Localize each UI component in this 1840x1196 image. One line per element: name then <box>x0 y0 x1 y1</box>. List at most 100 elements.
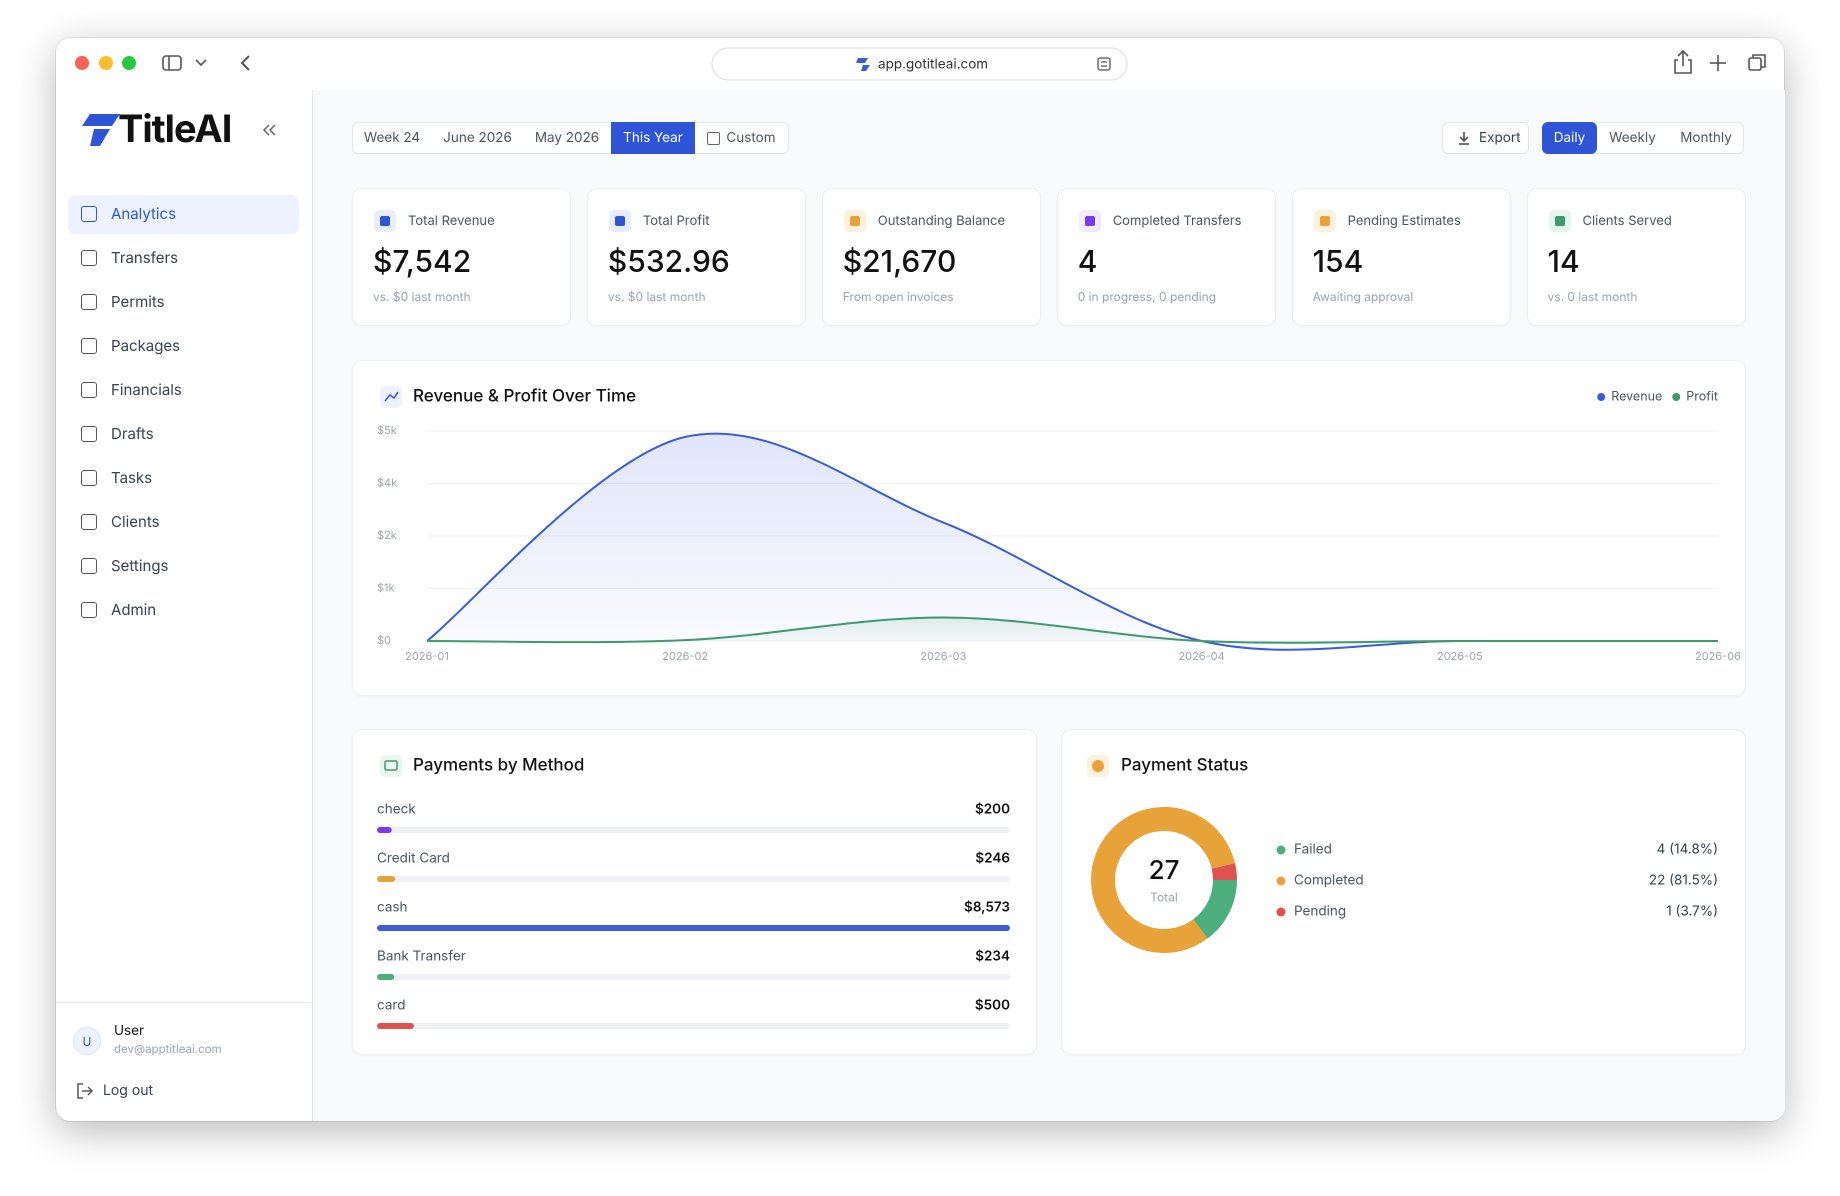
nav-item[interactable]: Permits <box>111 292 165 311</box>
bar-label: Credit Card <box>377 851 450 867</box>
period-option[interactable]: Custom <box>726 130 776 146</box>
stat-icon-glyph <box>380 216 390 226</box>
legend-label: Failed <box>1294 842 1332 858</box>
stat-label: Total Profit <box>642 213 710 229</box>
bar <box>377 925 1010 931</box>
granularity-option[interactable]: Weekly <box>1609 130 1656 146</box>
legend-label: Profit <box>1686 389 1718 404</box>
y-tick-label: $1k <box>377 581 395 595</box>
stat-note: From open invoices <box>842 289 954 304</box>
logout-link[interactable]: Log out <box>103 1082 154 1099</box>
site-icon <box>856 58 870 71</box>
period-option[interactable]: May 2026 <box>534 130 600 146</box>
stat-icon-glyph <box>849 216 860 226</box>
legend-dot <box>1276 876 1286 886</box>
bar-track <box>377 974 1010 980</box>
x-tick-label: 2026-06 <box>1695 649 1741 663</box>
back-button[interactable] <box>240 55 250 71</box>
chart-title: Payment Status <box>1121 756 1248 776</box>
period-option[interactable]: This Year <box>611 122 695 154</box>
zoom-button[interactable] <box>122 56 136 70</box>
nav-item[interactable]: Tasks <box>111 468 153 487</box>
nav-item[interactable]: Analytics <box>111 204 177 223</box>
bar-label: check <box>377 802 416 818</box>
nav-item[interactable]: Financials <box>111 380 182 399</box>
divider <box>56 1002 311 1003</box>
user-name: User <box>114 1023 145 1039</box>
tabs-button[interactable] <box>1748 54 1766 71</box>
stat-label: Clients Served <box>1582 213 1672 229</box>
nav-icon <box>81 602 97 618</box>
nav-icon <box>81 470 97 486</box>
donut-segment <box>1091 807 1236 953</box>
collapse-button[interactable] <box>262 122 278 138</box>
chart-title: Payments by Method <box>413 756 584 776</box>
donut-center-label: Total <box>1150 889 1178 904</box>
nav-icon <box>81 294 97 310</box>
period-option[interactable]: June 2026 <box>443 130 512 146</box>
close-button[interactable] <box>75 56 89 70</box>
stat-icon-glyph <box>614 216 625 226</box>
nav-item[interactable]: Admin <box>111 600 157 619</box>
stat-value: $7,542 <box>373 244 472 280</box>
nav-active-bg <box>68 195 299 234</box>
stat-label: Completed Transfers <box>1112 213 1242 229</box>
value-label: $234 <box>975 949 1010 965</box>
url-bar[interactable] <box>711 47 1128 81</box>
legend-value: 22 (81.5%) <box>1649 873 1718 889</box>
status-card <box>1061 729 1746 1055</box>
chart-icon <box>384 760 398 771</box>
nav-icon <box>81 514 97 530</box>
area <box>427 617 1718 643</box>
stat-value: $532.96 <box>607 244 730 280</box>
x-tick-label: 2026-01 <box>405 649 449 663</box>
brand-name: TitleAI <box>118 106 232 152</box>
stat-label: Total Revenue <box>408 213 495 229</box>
stat-note: vs. 0 last month <box>1547 289 1638 304</box>
legend-value: 1 (3.7%) <box>1666 904 1718 920</box>
y-tick-label: $4k <box>377 476 397 490</box>
legend-label: Revenue <box>1611 389 1662 404</box>
bar-label: cash <box>377 900 408 916</box>
chart-icon <box>384 391 399 402</box>
granularity-option[interactable]: Daily <box>1542 122 1597 154</box>
y-tick-label: $2k <box>377 528 397 542</box>
bar-track <box>377 827 1010 833</box>
export-icon <box>1459 132 1469 145</box>
legend-dot <box>1276 907 1286 917</box>
y-tick-label: $5k <box>377 423 397 437</box>
reader-icon[interactable] <box>1097 57 1111 71</box>
nav-item[interactable]: Clients <box>111 512 160 531</box>
nav-item[interactable]: Drafts <box>111 424 154 443</box>
nav-icon <box>81 426 97 442</box>
bar-label: Bank Transfer <box>377 949 466 965</box>
bar <box>377 1023 414 1029</box>
sidebar-toggle[interactable] <box>162 55 207 71</box>
share-button[interactable] <box>1674 49 1692 74</box>
granularity-option[interactable]: Monthly <box>1680 130 1732 146</box>
period-option[interactable]: Week 24 <box>363 130 421 146</box>
stat-value: 4 <box>1077 244 1098 280</box>
stat-value: 154 <box>1312 244 1364 280</box>
nav-icon <box>81 250 97 266</box>
nav-item[interactable]: Packages <box>111 336 181 355</box>
donut-segment <box>1192 879 1237 939</box>
nav-item[interactable]: Transfers <box>111 248 179 267</box>
browser-toolbar: app.gotitleai.com <box>75 47 1766 81</box>
value-label: $8,573 <box>964 900 1010 916</box>
nav-item[interactable]: Settings <box>111 556 169 575</box>
minimize-button[interactable] <box>99 56 113 70</box>
y-tick-label: $0 <box>377 633 391 647</box>
chart-title: Revenue & Profit Over Time <box>413 387 636 407</box>
export-button[interactable]: Export <box>1442 122 1529 154</box>
x-tick-label: 2026-05 <box>1437 649 1483 663</box>
legend-value: 4 (14.8%) <box>1657 842 1718 858</box>
chart-icon-bg <box>380 386 402 408</box>
stat-value: 14 <box>1547 244 1580 280</box>
chart-icon <box>1092 760 1104 772</box>
url-text: app.gotitleai.com <box>878 57 988 73</box>
bar <box>377 974 395 980</box>
new-tab-button[interactable] <box>1710 55 1726 71</box>
